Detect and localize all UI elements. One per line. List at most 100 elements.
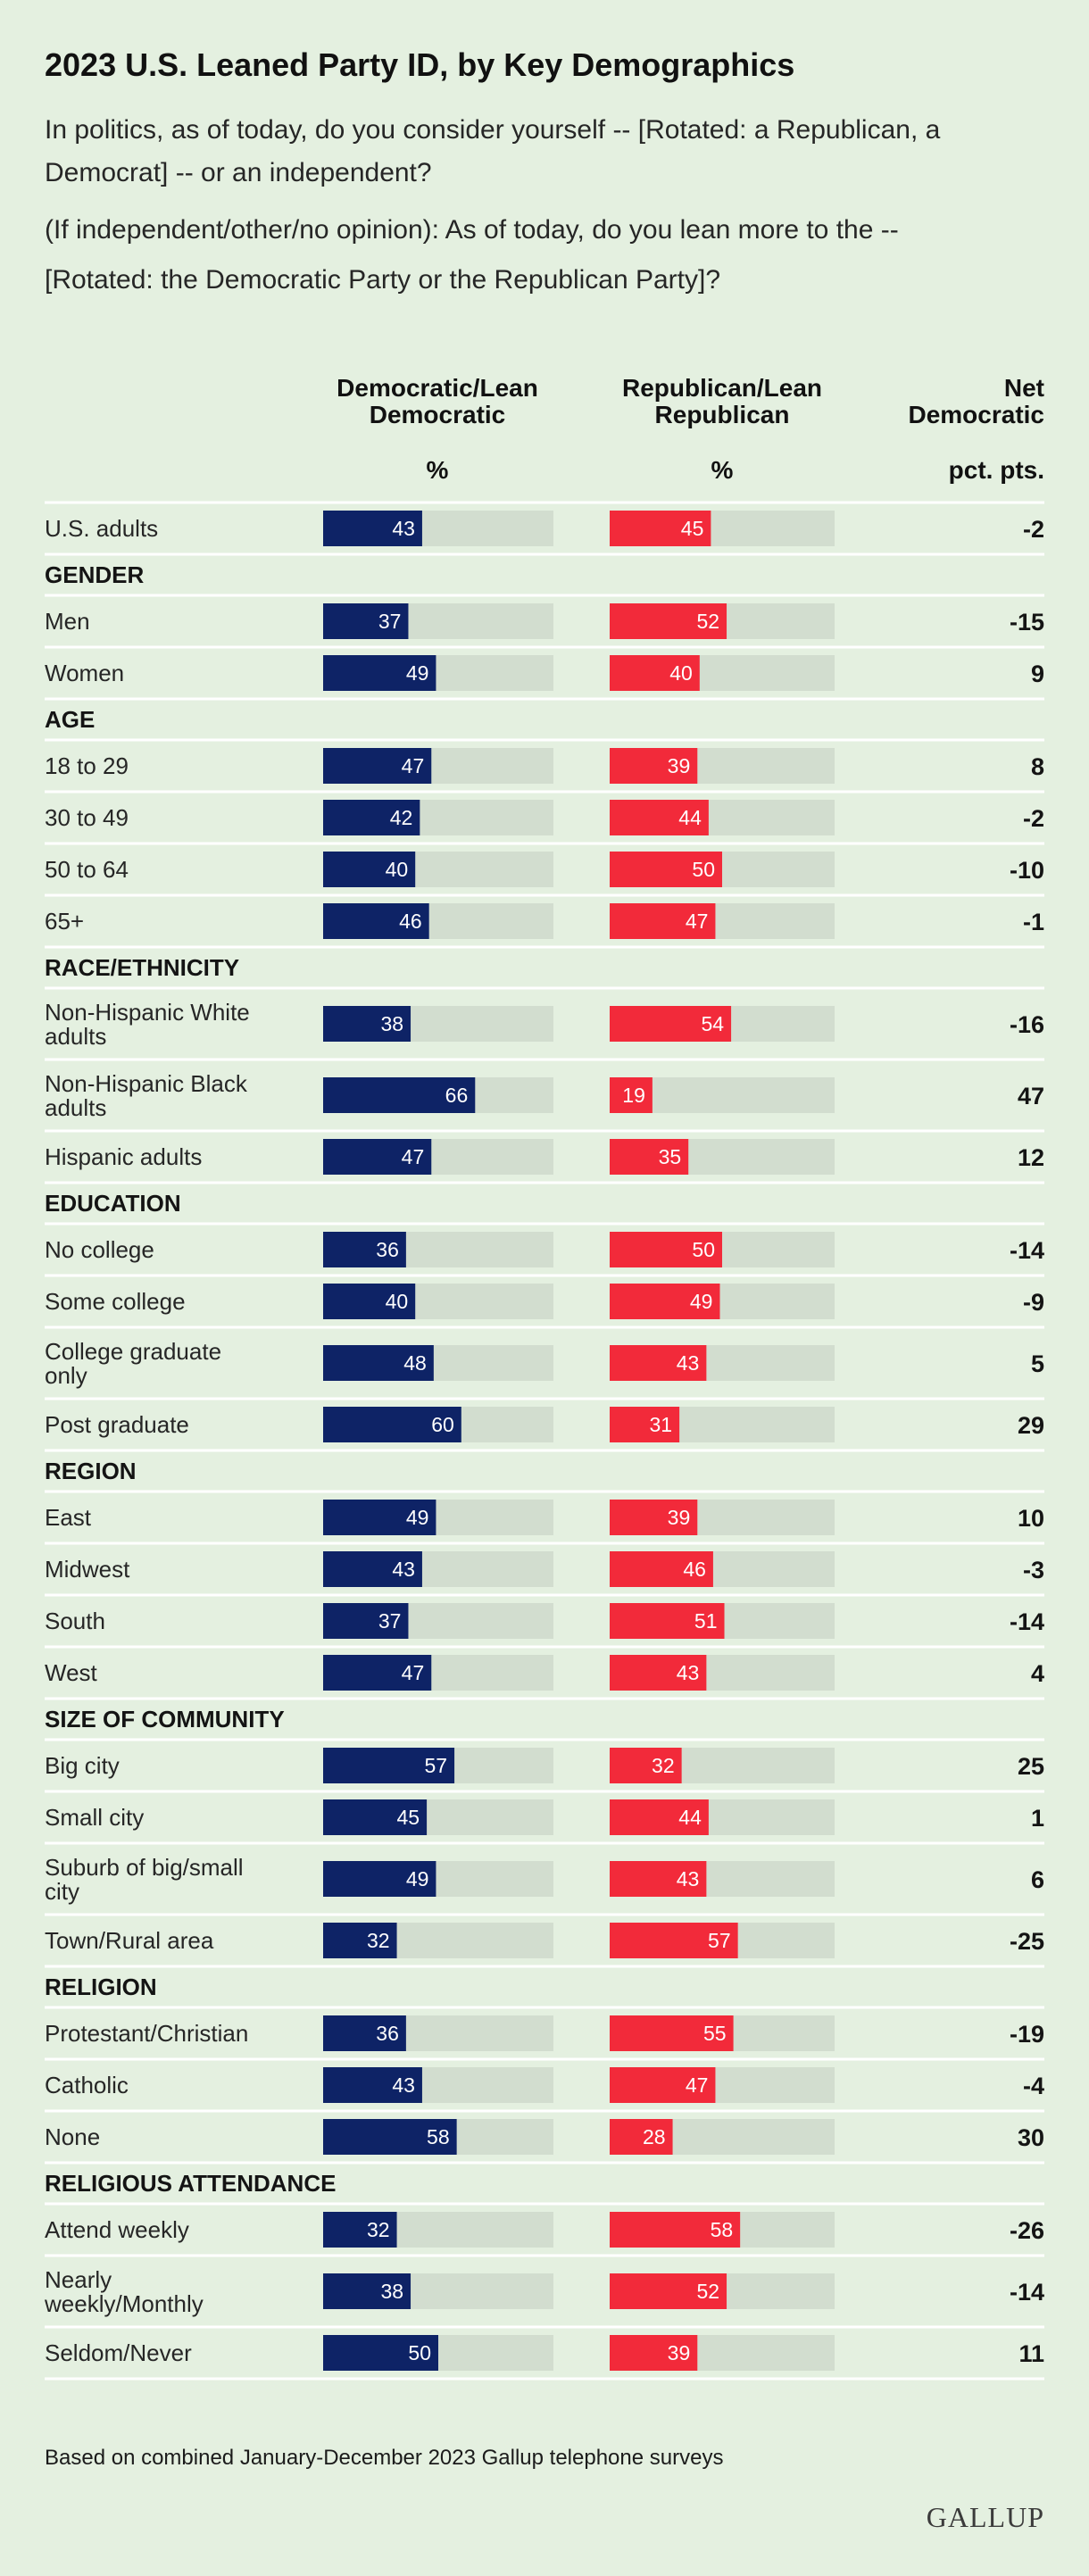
row-label: None <box>45 2123 100 2150</box>
rep-value-label: 50 <box>692 858 715 881</box>
row-divider <box>45 1913 1044 1916</box>
row-label: College graduate only <box>45 1338 221 1389</box>
dem-value-label: 58 <box>427 2125 450 2148</box>
row-divider <box>45 1222 1044 1226</box>
dem-bar <box>323 1861 436 1897</box>
row-divider <box>45 2254 1044 2257</box>
net-value-label: -1 <box>1023 909 1044 935</box>
row-divider <box>45 1965 1044 1968</box>
net-value-label: -3 <box>1023 1557 1044 1583</box>
row-label: 65+ <box>45 908 84 935</box>
dem-column-header: Democratic/Lean Democratic <box>323 375 552 428</box>
net-value-label: 30 <box>1018 2124 1044 2151</box>
rep-value-label: 46 <box>683 1558 706 1581</box>
rep-bar <box>610 2273 727 2309</box>
dem-value-label: 36 <box>376 1238 399 1261</box>
net-value-label: 25 <box>1018 1753 1044 1780</box>
dem-bar <box>323 511 422 546</box>
row-label: South <box>45 1608 105 1634</box>
row-divider <box>45 501 1044 504</box>
dem-header-line-1: Democratic/Lean <box>337 374 538 402</box>
rep-bar <box>610 1077 653 1113</box>
section-header: SIZE OF COMMUNITY <box>45 1706 285 1733</box>
rep-value-label: 35 <box>659 1145 682 1168</box>
row-divider <box>45 1129 1044 1133</box>
rep-bar <box>610 1861 707 1897</box>
dem-value-label: 57 <box>424 1754 447 1777</box>
row-label: East <box>45 1504 92 1531</box>
rep-bar <box>610 1284 720 1319</box>
rep-header-line-1: Republican/Lean <box>621 374 823 402</box>
net-value-label: -10 <box>1010 857 1044 884</box>
dem-value-label: 38 <box>380 1012 403 1035</box>
row-label: 50 to 64 <box>45 856 129 883</box>
dem-bar <box>323 1006 411 1042</box>
row-divider <box>45 645 1044 649</box>
dem-bar <box>323 1923 397 1958</box>
net-value-label: -16 <box>1010 1011 1044 1038</box>
dem-value-label: 32 <box>367 1929 390 1952</box>
row-label: Attend weekly <box>45 2216 189 2243</box>
rep-value-label: 28 <box>643 2125 666 2148</box>
rep-bar <box>610 800 709 835</box>
rep-bar <box>610 1139 689 1175</box>
net-value-label: 29 <box>1018 1412 1044 1439</box>
rep-value-label: 39 <box>668 754 691 777</box>
rep-bar <box>610 2212 741 2248</box>
dem-bar <box>323 903 429 939</box>
row-label: Some college <box>45 1288 186 1315</box>
row-label: Non-Hispanic Black adults <box>45 1070 248 1121</box>
dem-bar <box>323 2273 411 2309</box>
dem-value-label: 45 <box>397 1806 420 1829</box>
rep-bar <box>610 1407 680 1442</box>
dem-bar <box>323 2015 406 2051</box>
dem-value-label: 49 <box>406 661 429 685</box>
rep-value-label: 54 <box>701 1012 724 1035</box>
row-divider <box>45 1397 1044 1400</box>
rep-value-label: 39 <box>668 2341 691 2364</box>
row-label: Town/Rural area <box>45 1927 214 1954</box>
dem-bar <box>323 1232 406 1267</box>
row-divider <box>45 2161 1044 2165</box>
rep-bar <box>610 748 698 784</box>
net-value-label: -15 <box>1010 609 1044 636</box>
row-divider <box>45 697 1044 701</box>
rep-bar <box>610 1006 732 1042</box>
dem-bar <box>323 1284 416 1319</box>
dem-value-label: 43 <box>392 517 415 540</box>
row-divider <box>45 1325 1044 1329</box>
row-divider <box>45 1697 1044 1700</box>
row-divider <box>45 2325 1044 2329</box>
net-header-line-2: Democratic <box>908 401 1044 428</box>
row-divider <box>45 1449 1044 1452</box>
rep-value-label: 55 <box>703 2022 727 2045</box>
rep-bar <box>610 1655 707 1691</box>
net-value-label: 1 <box>1031 1805 1044 1832</box>
dem-value-label: 48 <box>403 1351 427 1375</box>
section-header: AGE <box>45 706 95 733</box>
rep-bar <box>610 1748 682 1783</box>
net-value-label: -14 <box>1010 1237 1044 1264</box>
dem-value-label: 47 <box>402 754 425 777</box>
row-divider <box>45 1645 1044 1649</box>
row-label: Women <box>45 660 124 686</box>
row-divider <box>45 2057 1044 2061</box>
row-divider <box>45 1058 1044 1061</box>
footnote: Based on combined January-December 2023 … <box>45 2446 724 2470</box>
row-divider <box>45 1490 1044 1493</box>
row-label: 30 to 49 <box>45 804 129 831</box>
dem-bar <box>323 748 432 784</box>
dem-bar <box>323 1077 476 1113</box>
dem-value-label: 38 <box>380 2280 403 2303</box>
section-header: RACE/ETHNICITY <box>45 954 239 981</box>
dem-value-label: 46 <box>399 910 422 933</box>
row-divider <box>45 2006 1044 2009</box>
dem-value-label: 43 <box>392 2073 415 2097</box>
net-value-label: -2 <box>1023 805 1044 832</box>
row-label: U.S. adults <box>45 515 158 542</box>
rep-bar <box>610 1232 722 1267</box>
question-line-3: (If independent/other/no opinion): As of… <box>45 215 899 245</box>
row-label: Post graduate <box>45 1411 189 1438</box>
dem-bar <box>323 2119 457 2155</box>
dem-bar <box>323 1551 422 1587</box>
